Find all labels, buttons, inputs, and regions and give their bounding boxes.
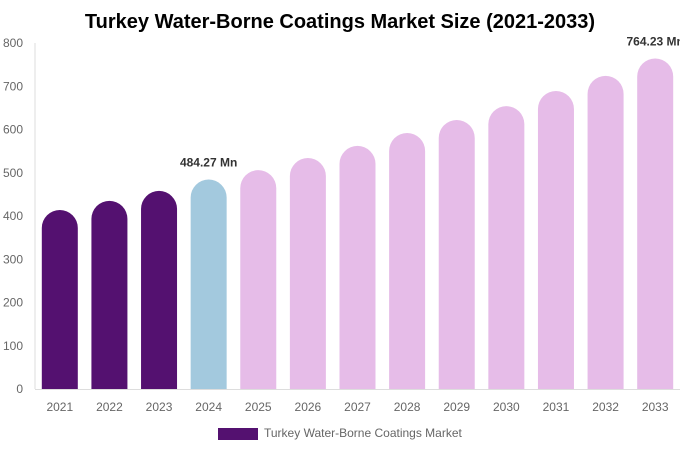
x-tick-label: 2025 bbox=[245, 400, 272, 414]
x-tick-label: 2024 bbox=[195, 400, 222, 414]
data-labels: 484.27 Mn 764.23 Mn bbox=[180, 34, 680, 169]
bar-2023[interactable] bbox=[141, 190, 178, 389]
bar-2029[interactable] bbox=[438, 119, 475, 390]
y-tick-label: 700 bbox=[3, 79, 23, 93]
bar-2033[interactable] bbox=[637, 58, 674, 390]
x-tick-label: 2023 bbox=[146, 400, 173, 414]
legend-label: Turkey Water-Borne Coatings Market bbox=[264, 426, 463, 440]
legend[interactable]: Turkey Water-Borne Coatings Market bbox=[218, 426, 463, 440]
y-tick-label: 400 bbox=[3, 209, 23, 223]
chart-title: Turkey Water-Borne Coatings Market Size … bbox=[85, 11, 595, 33]
bars bbox=[41, 58, 674, 390]
bar-2022[interactable] bbox=[91, 200, 128, 389]
x-ticks: 2021 2022 2023 2024 2025 2026 2027 2028 2029 2030… bbox=[46, 400, 668, 414]
x-tick-label: 2030 bbox=[493, 400, 520, 414]
bar-2021[interactable] bbox=[41, 209, 78, 389]
bar-2026[interactable] bbox=[289, 158, 326, 389]
bar-2030[interactable] bbox=[488, 106, 525, 389]
x-tick-label: 2029 bbox=[443, 400, 470, 414]
y-tick-label: 500 bbox=[3, 166, 23, 180]
y-tick-label: 800 bbox=[3, 36, 23, 50]
x-tick-label: 2021 bbox=[46, 400, 73, 414]
x-tick-label: 2028 bbox=[394, 400, 421, 414]
x-tick-label: 2027 bbox=[344, 400, 371, 414]
bar-2028[interactable] bbox=[389, 132, 426, 389]
data-label-2033: 764.23 Mn bbox=[627, 34, 680, 48]
y-tick-label: 0 bbox=[16, 382, 23, 396]
y-tick-label: 200 bbox=[3, 296, 23, 310]
x-tick-label: 2033 bbox=[642, 400, 669, 414]
bar-2027[interactable] bbox=[339, 145, 376, 389]
y-tick-label: 600 bbox=[3, 123, 23, 137]
y-ticks: 0 100 200 300 400 500 600 700 800 bbox=[3, 36, 23, 396]
bar-2031[interactable] bbox=[537, 91, 574, 389]
bar-2025[interactable] bbox=[240, 170, 277, 389]
bar-2024[interactable] bbox=[190, 179, 227, 389]
data-label-2024: 484.27 Mn bbox=[180, 156, 237, 170]
y-tick-label: 300 bbox=[3, 252, 23, 266]
x-tick-label: 2022 bbox=[96, 400, 123, 414]
x-tick-label: 2032 bbox=[592, 400, 619, 414]
bar-2032[interactable] bbox=[587, 75, 624, 390]
x-tick-label: 2026 bbox=[295, 400, 322, 414]
x-tick-label: 2031 bbox=[543, 400, 570, 414]
legend-swatch bbox=[218, 428, 258, 440]
y-tick-label: 100 bbox=[3, 339, 23, 353]
